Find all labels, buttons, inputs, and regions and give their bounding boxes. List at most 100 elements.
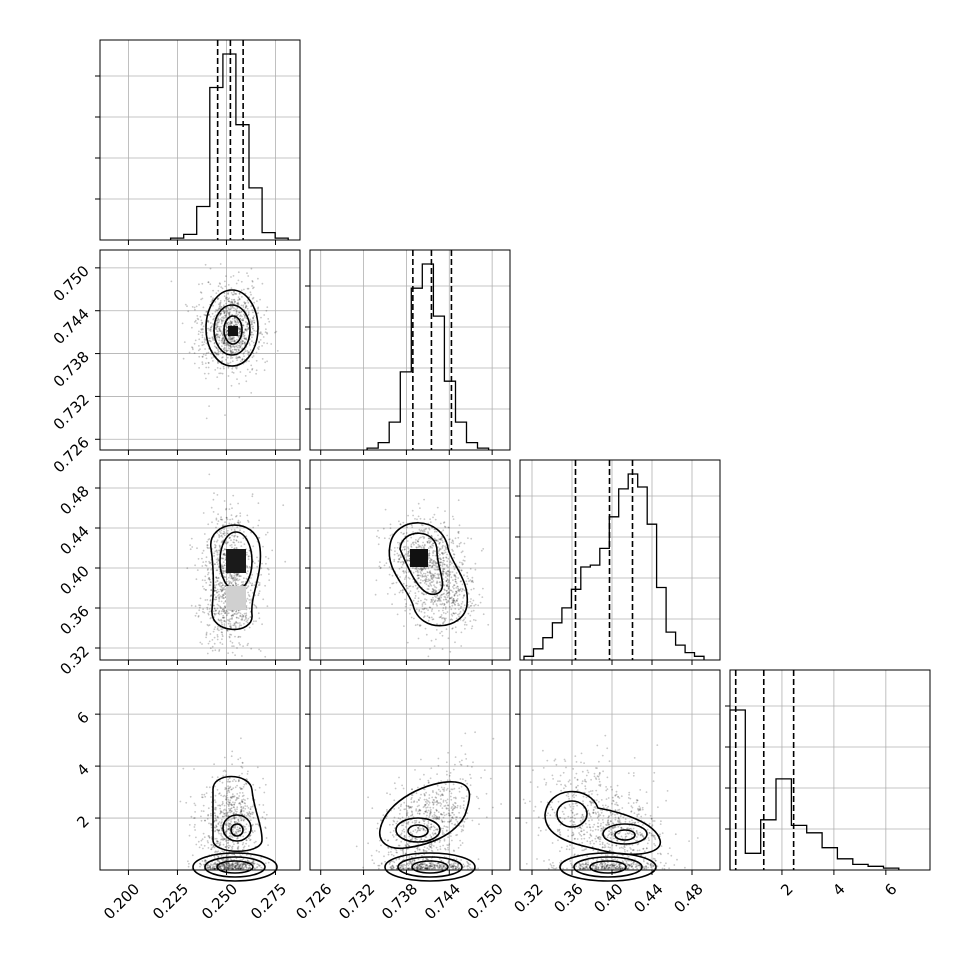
- scatter-point: [242, 786, 245, 788]
- scatter-point: [209, 340, 212, 342]
- scatter-point: [223, 530, 225, 533]
- scatter-point: [231, 305, 234, 308]
- scatter-point: [231, 846, 233, 849]
- scatter-point: [216, 523, 219, 525]
- scatter-point: [233, 348, 236, 351]
- scatter-point: [404, 609, 407, 612]
- scatter-point: [445, 573, 448, 575]
- scatter-point: [206, 547, 209, 549]
- scatter-point: [471, 602, 473, 605]
- scatter-point: [234, 635, 236, 638]
- scatter-point: [432, 554, 434, 557]
- scatter-point: [442, 569, 444, 572]
- scatter-point: [247, 519, 249, 522]
- scatter-point: [460, 541, 462, 544]
- scatter-point: [251, 623, 254, 625]
- scatter-point: [229, 306, 232, 308]
- scatter-point: [433, 829, 435, 832]
- scatter-point: [230, 575, 233, 577]
- scatter-point: [447, 570, 449, 573]
- scatter-point: [222, 365, 225, 368]
- scatter-point: [255, 330, 258, 333]
- scatter-point: [214, 812, 216, 814]
- scatter-point: [227, 321, 230, 324]
- scatter-point: [212, 317, 215, 320]
- scatter-point: [225, 296, 227, 299]
- scatter-point: [234, 320, 237, 323]
- scatter-point: [237, 758, 240, 761]
- scatter-point: [200, 815, 202, 818]
- scatter-point: [417, 515, 420, 518]
- scatter-point: [440, 614, 443, 616]
- scatter-point: [393, 558, 396, 561]
- scatter-point: [223, 350, 226, 352]
- scatter-point: [440, 596, 443, 599]
- scatter-point: [235, 310, 238, 313]
- scatter-point: [407, 576, 410, 579]
- scatter-point: [257, 312, 259, 314]
- scatter-point: [403, 572, 405, 574]
- scatter-point: [452, 540, 454, 543]
- scatter-point: [220, 822, 223, 824]
- scatter-point: [256, 863, 259, 865]
- scatter-point: [230, 341, 233, 343]
- scatter-point: [221, 818, 223, 821]
- scatter-point: [440, 630, 443, 633]
- scatter-point: [193, 352, 196, 354]
- scatter-point: [222, 837, 225, 839]
- scatter-point: [205, 565, 208, 567]
- scatter-point: [254, 789, 257, 791]
- scatter-point: [242, 581, 245, 583]
- scatter-point: [215, 584, 218, 586]
- scatter-point: [256, 565, 259, 568]
- scatter-point: [234, 867, 237, 870]
- scatter-point: [423, 567, 425, 569]
- scatter-point: [201, 297, 204, 300]
- scatter-point: [215, 609, 218, 612]
- scatter-point: [219, 314, 221, 317]
- scatter-point: [247, 813, 249, 816]
- scatter-point: [210, 843, 213, 846]
- scatter-point: [492, 806, 494, 809]
- scatter-point: [246, 322, 249, 324]
- scatter-point: [234, 532, 237, 535]
- scatter-point: [266, 360, 268, 363]
- scatter-point: [215, 596, 218, 599]
- scatter-point: [424, 603, 427, 605]
- scatter-point: [185, 801, 188, 804]
- scatter-point: [238, 298, 241, 300]
- scatter-point: [450, 618, 453, 620]
- scatter-point: [439, 848, 442, 851]
- scatter-point: [239, 515, 242, 517]
- scatter-point: [223, 588, 226, 591]
- scatter-point: [446, 798, 449, 801]
- scatter-point: [453, 574, 456, 577]
- scatter-point: [211, 867, 214, 870]
- scatter-point: [210, 326, 213, 329]
- scatter-point: [216, 603, 219, 606]
- scatter-point: [195, 843, 198, 846]
- scatter-point: [481, 596, 484, 598]
- scatter-point: [201, 355, 204, 358]
- scatter-point: [221, 518, 224, 521]
- scatter-point: [222, 864, 225, 866]
- scatter-point: [205, 357, 208, 360]
- scatter-point: [438, 589, 441, 591]
- scatter-point: [234, 821, 236, 824]
- scatter-point: [230, 305, 233, 308]
- scatter-point: [471, 576, 474, 579]
- scatter-point: [249, 371, 251, 373]
- scatter-point: [217, 583, 220, 586]
- scatter-point: [419, 625, 421, 627]
- scatter-point: [402, 588, 404, 591]
- scatter-point: [440, 803, 443, 805]
- scatter-point: [220, 854, 223, 857]
- scatter-point: [235, 309, 238, 312]
- scatter-point: [211, 299, 214, 301]
- scatter-point: [234, 582, 237, 585]
- scatter-point: [446, 583, 449, 586]
- scatter-point: [227, 778, 230, 781]
- scatter-point: [222, 336, 224, 339]
- scatter-point: [446, 601, 448, 604]
- scatter-point: [217, 352, 220, 354]
